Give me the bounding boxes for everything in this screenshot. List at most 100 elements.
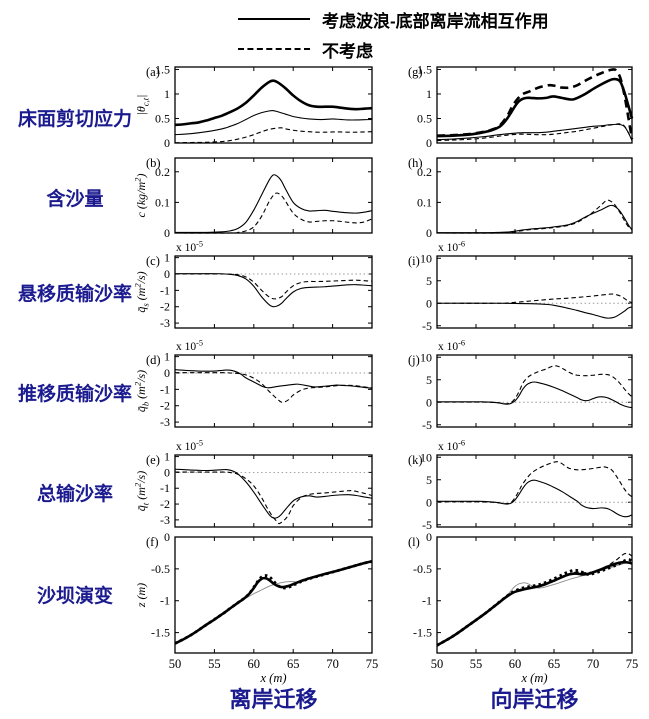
panel-c-ytick: 0: [164, 267, 170, 281]
panel-l-letter: (l): [408, 535, 420, 549]
panel-f-ytick: 0: [164, 530, 170, 544]
series-l-profile-with-interaction: [436, 560, 633, 647]
series-i-without-interaction: [436, 293, 633, 304]
panel-e-ytick: -1: [160, 481, 170, 495]
panel-k-ytick: 5: [426, 473, 432, 487]
panel-f-xtick: 70: [326, 657, 339, 671]
panel-a: 0 0.5 1 1.5(a) |θc,t|: [134, 62, 373, 150]
panel-l-ytick: -0.5: [413, 562, 432, 576]
panel-e: 10 -1 -2 -3 (e) x 10-5 q̄t (m2/s): [133, 439, 373, 528]
panel-l-ytick: -1: [422, 594, 432, 608]
series-d-without-interaction: [174, 372, 373, 403]
panel-l-frame: [436, 536, 633, 654]
panel-h: 0 0.1 0.2(h): [408, 156, 633, 240]
panel-b-frame: [174, 157, 373, 234]
panel-d-ylabel: q̄b (m2/s): [133, 370, 151, 412]
panel-f-xtick: 75: [366, 657, 379, 671]
panel-i-ytick: 0: [426, 296, 432, 310]
panel-g-frame: [436, 66, 633, 144]
panel-d-exponent: x 10-5: [176, 339, 203, 354]
panel-f-xtick: 55: [208, 657, 221, 671]
series-k-with-interaction: [436, 479, 633, 518]
series-e-without-interaction: [174, 471, 373, 525]
panel-c-ytick: -3: [160, 316, 170, 330]
panel-f-xtick: 60: [248, 657, 261, 671]
panel-a-ytick: 0: [164, 136, 170, 150]
panel-f-letter: (f): [146, 535, 159, 549]
panel-d: 1 0 -1 -2 -3 (d) x 10-5 q̄b (m2/s): [133, 339, 373, 429]
legend-item-with-interaction: 考虑波浪-底部离岸流相互作用: [238, 4, 549, 34]
panel-k-letter: (k): [408, 453, 423, 467]
panel-e-ylabel: q̄t (m2/s): [133, 471, 151, 511]
series-f-profile-without-interaction: [174, 560, 373, 645]
panel-e-frame: [174, 454, 373, 528]
panel-f-ytick: -1.5: [151, 626, 170, 640]
panel-i-exponent: x 10-6: [438, 240, 465, 255]
panel-l-xtick: 70: [587, 657, 600, 671]
panel-d-ytick: -1: [160, 382, 170, 396]
panel-i: 10 5 0 -5 (i) x 10-6: [408, 240, 633, 333]
panel-a-ytick: 1.5: [155, 62, 170, 76]
panel-b-ytick: 0.1: [155, 195, 170, 209]
row-label-suspended-load: 悬移质输沙率: [17, 284, 132, 305]
panel-j-ytick: 5: [426, 373, 432, 387]
panel-c-letter: (c): [146, 254, 160, 268]
panel-k-ytick: -5: [422, 518, 432, 532]
panel-l-ytick: -1.5: [413, 626, 432, 640]
series-g-without-interaction-thin: [436, 123, 633, 142]
panel-g-letter: (g): [408, 65, 423, 79]
series-k-without-interaction: [436, 461, 633, 505]
panel-d-ytick: -3: [160, 415, 170, 429]
panel-b: 0 0.1 0.2(b) c (kg/m2): [133, 156, 373, 240]
series-l-initial-profile: [436, 560, 633, 646]
row-label-bed-load: 推移质输沙率: [17, 384, 132, 405]
panel-g-ytick: 1: [426, 87, 432, 101]
panel-k-frame: [436, 454, 633, 528]
panel-d-ytick: -2: [160, 399, 170, 413]
panel-l-ytick: 0: [426, 530, 432, 544]
panel-i-frame: [436, 255, 633, 329]
panel-b-letter: (b): [146, 156, 161, 170]
panel-c: 1 0 -1 -2 -3 (c) x 10-5 q̄s (m2/s): [133, 240, 373, 330]
series-i-with-interaction: [436, 302, 633, 319]
panel-l-xtick: 75: [626, 657, 639, 671]
panel-l-xtick: 65: [548, 657, 561, 671]
panel-g-ytick: 0: [426, 136, 432, 150]
panel-l-xtick: 50: [431, 657, 444, 671]
panel-k-exponent: x 10-6: [438, 439, 465, 454]
panel-a-ylabel: |θc,t|: [134, 95, 151, 116]
panel-j-ytick: 0: [426, 395, 432, 409]
panel-b-ylabel: c (kg/m2): [133, 174, 149, 218]
panel-f-ytick: -1: [160, 594, 170, 608]
series-g-without-interaction-bold: [436, 68, 634, 140]
panel-e-exponent: x 10-5: [176, 439, 203, 454]
series-c-without-interaction: [174, 273, 373, 300]
footer-label-offshore-migration: 离岸迁移: [229, 687, 318, 712]
panel-c-ytick: -1: [160, 283, 170, 297]
panel-g-ytick: 1.5: [417, 62, 432, 76]
panel-g: 0 0.5 1 1.5(g): [408, 62, 634, 150]
series-f-initial-profile: [174, 560, 373, 644]
panel-c-ytick: 1: [164, 251, 170, 265]
panel-i-ytick: 10: [420, 251, 432, 265]
row-label-total-load: 总输沙率: [36, 484, 113, 505]
series-f-profile-with-interaction: [174, 559, 373, 645]
series-a-with-interaction-bold: [174, 79, 373, 127]
row-label-sediment-concentration: 含沙量: [46, 189, 104, 210]
series-h-without-interaction: [436, 199, 633, 234]
panel-d-frame: [174, 354, 373, 428]
footer-label-onshore-migration: 向岸迁移: [490, 687, 579, 712]
panel-f-xtick: 50: [169, 657, 182, 671]
panel-l-xtick: 60: [509, 657, 522, 671]
panel-i-letter: (i): [408, 254, 420, 268]
legend-label-without-interaction: 不考虑: [322, 41, 373, 61]
panel-h-ytick: 0.1: [417, 195, 432, 209]
panel-f-xtick: 65: [287, 657, 300, 671]
panel-g-ytick: 0.5: [417, 111, 432, 125]
panel-c-ylabel: q̄s (m2/s): [133, 271, 151, 312]
panel-k-ytick: 10: [420, 450, 432, 464]
panel-b-ytick: 0: [164, 226, 170, 240]
series-h-with-interaction: [436, 204, 633, 234]
series-a-without-interaction: [174, 127, 373, 144]
